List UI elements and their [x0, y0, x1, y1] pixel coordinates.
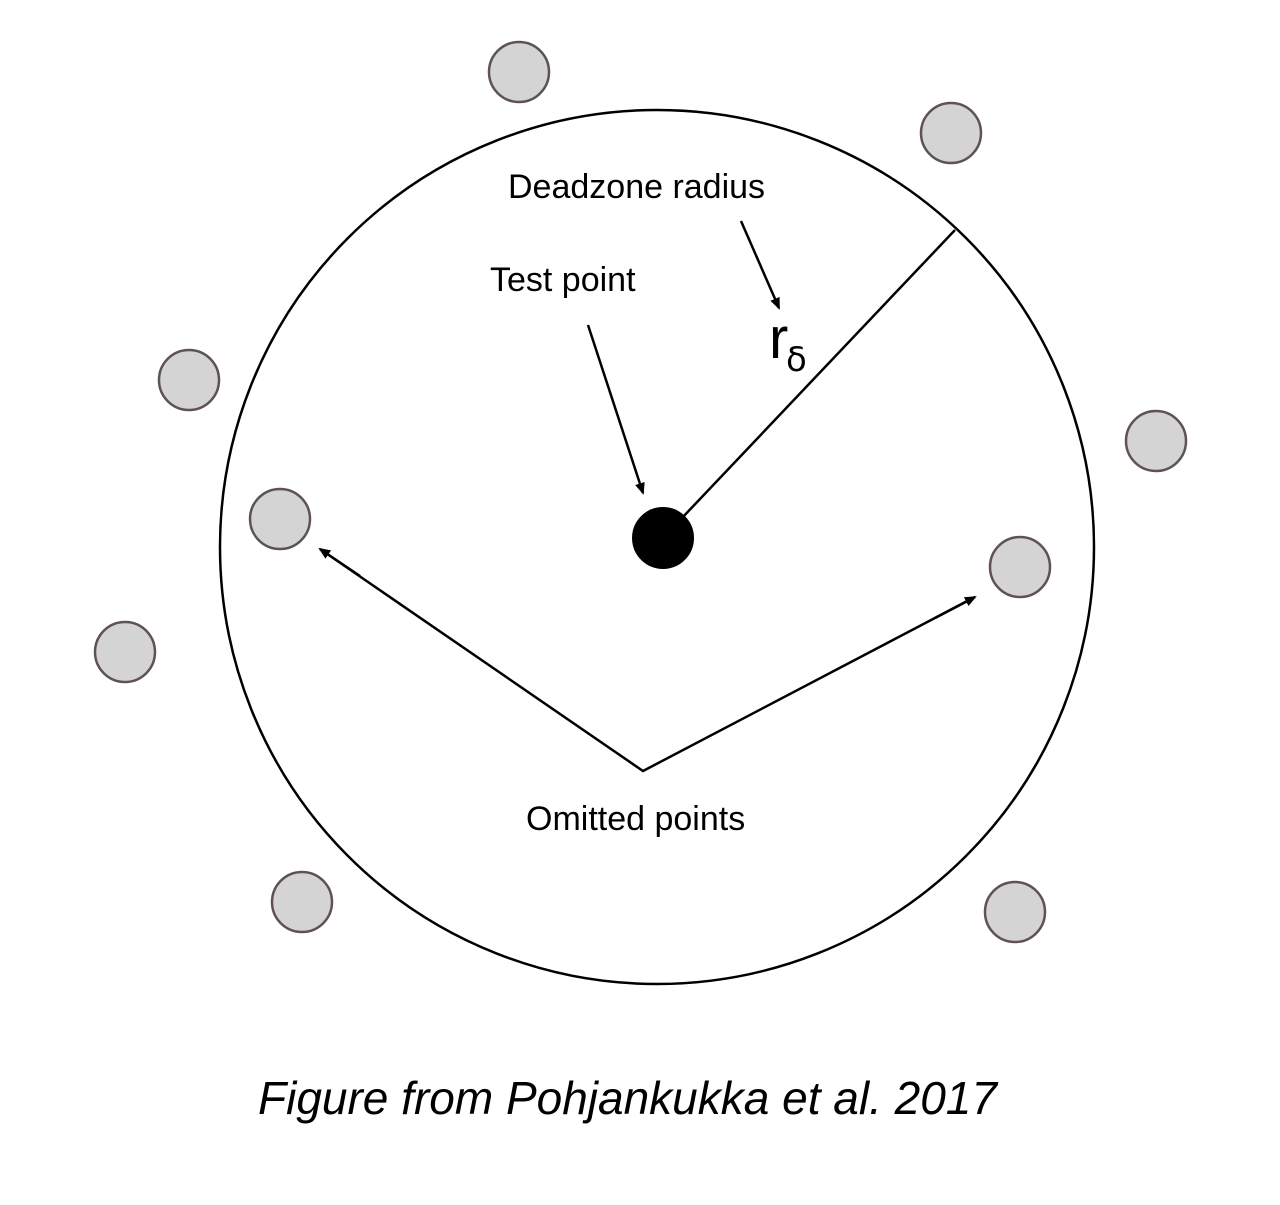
test-point-label: Test point — [490, 261, 636, 299]
omitted-point — [990, 537, 1050, 597]
outside-point — [489, 42, 549, 102]
omitted-points-arrow-right — [935, 597, 975, 618]
outside-point — [985, 882, 1045, 942]
outside-point — [159, 350, 219, 410]
test-point-arrow — [588, 325, 643, 493]
omitted-points-arrow-shaft — [320, 549, 975, 771]
test-point — [633, 508, 693, 568]
outside-point — [921, 103, 981, 163]
deadzone-radius-label: Deadzone radius — [508, 168, 765, 206]
omitted-point — [250, 489, 310, 549]
figure-caption: Figure from Pohjankukka et al. 2017 — [258, 1072, 998, 1124]
outside-point — [272, 872, 332, 932]
outside-point — [95, 622, 155, 682]
outside-point — [1126, 411, 1186, 471]
omitted-points-label: Omitted points — [526, 800, 745, 838]
deadzone-radius-arrow — [741, 221, 779, 308]
omitted-points-arrow-left — [320, 549, 360, 576]
radius-line — [663, 230, 955, 538]
radius-subscript: δ — [786, 340, 807, 380]
